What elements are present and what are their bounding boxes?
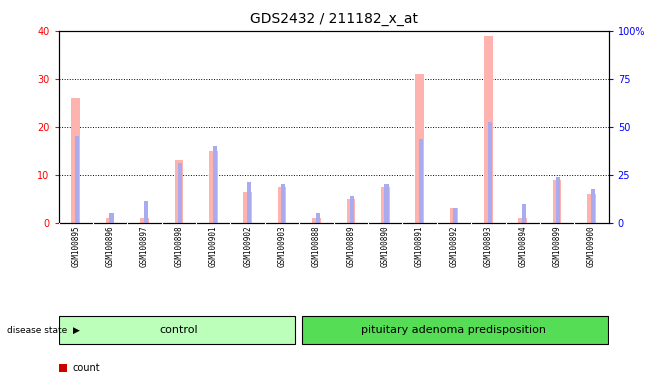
Bar [72,98,80,223]
Bar [212,146,217,223]
Bar [106,218,115,223]
Text: GSM100902: GSM100902 [243,225,252,267]
Text: GSM100894: GSM100894 [518,225,527,267]
Text: pituitary adenoma predisposition: pituitary adenoma predisposition [361,325,546,335]
Text: control: control [159,325,199,335]
Text: GSM100895: GSM100895 [71,225,80,267]
Bar [553,180,561,223]
Bar [522,204,526,223]
Bar [590,189,595,223]
Bar [75,136,79,223]
Text: GSM100888: GSM100888 [312,225,321,267]
Bar [312,218,321,223]
Bar [450,208,458,223]
Text: GSM100898: GSM100898 [174,225,184,267]
Bar [484,36,493,223]
Bar [518,218,527,223]
Text: GSM100899: GSM100899 [553,225,562,267]
Bar [243,192,252,223]
Bar [178,163,182,223]
Bar [281,184,285,223]
Bar [109,213,113,223]
Text: GSM100890: GSM100890 [381,225,390,267]
Text: GSM100893: GSM100893 [484,225,493,267]
Bar [144,201,148,223]
Bar [415,74,424,223]
Text: count: count [73,363,100,373]
Bar [247,182,251,223]
Bar [140,218,149,223]
Text: GSM100897: GSM100897 [140,225,149,267]
Bar [488,122,492,223]
Text: GSM100891: GSM100891 [415,225,424,267]
Text: GSM100903: GSM100903 [277,225,286,267]
Bar [350,196,354,223]
Bar [346,199,355,223]
Bar [316,213,320,223]
Text: GSM100892: GSM100892 [449,225,458,267]
Text: GSM100900: GSM100900 [587,225,596,267]
FancyBboxPatch shape [302,316,607,344]
Bar [174,161,183,223]
Bar [557,177,561,223]
Bar [278,187,286,223]
Text: GDS2432 / 211182_x_at: GDS2432 / 211182_x_at [249,12,418,25]
Text: GSM100889: GSM100889 [346,225,355,267]
Bar [419,139,423,223]
Text: GSM100901: GSM100901 [209,225,218,267]
Text: GSM100896: GSM100896 [105,225,115,267]
Bar [453,208,457,223]
Bar [385,184,389,223]
Bar [381,187,389,223]
Bar [209,151,217,223]
Text: disease state  ▶: disease state ▶ [7,326,79,335]
FancyBboxPatch shape [59,316,296,344]
Bar [587,194,596,223]
